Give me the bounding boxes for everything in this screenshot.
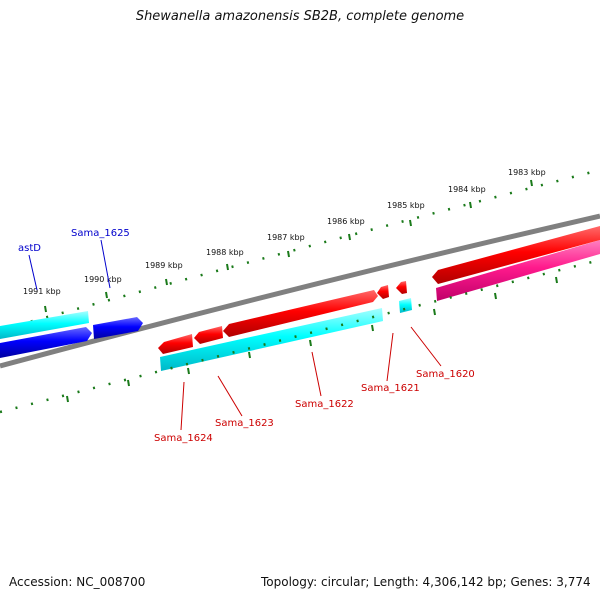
inner-ruler-major-ticks (66, 276, 558, 403)
leader-line (410, 326, 442, 367)
gene-label-Sama_1624[interactable]: Sama_1624 (154, 433, 213, 444)
position-label: 1987 kbp (267, 233, 305, 242)
major-tick (555, 276, 558, 284)
gene-label-Sama_1621[interactable]: Sama_1621 (361, 383, 420, 394)
outer-ruler-track (0, 168, 600, 332)
gene-arrow-Sama_1623[interactable] (194, 326, 223, 344)
gene-arrow-Sama_1625[interactable] (93, 317, 143, 339)
major-tick (309, 339, 312, 347)
gene-label-Sama_1620[interactable]: Sama_1620 (416, 369, 475, 380)
leader-line (311, 351, 322, 397)
gene-arrow-astD[interactable] (0, 327, 92, 358)
major-tick (66, 395, 69, 403)
genome-summary-text: Topology: circular; Length: 4,306,142 bp… (261, 575, 591, 589)
major-tick (287, 250, 290, 258)
position-label: 1990 kbp (84, 275, 122, 284)
gene-label-astD[interactable]: astD (18, 243, 41, 254)
gene-arrow-Sama_1622[interactable] (223, 290, 378, 337)
gene-label-Sama_1622[interactable]: Sama_1622 (295, 399, 354, 410)
gene-arrow-Sama_1620[interactable] (432, 226, 600, 284)
leader-line (100, 239, 111, 289)
accession-text: Accession: NC_008700 (9, 575, 146, 589)
leader-line (28, 254, 38, 291)
major-tick (127, 379, 130, 387)
position-label: 1991 kbp (23, 287, 61, 296)
outer-ruler-major-ticks (44, 179, 533, 313)
major-tick (226, 263, 229, 271)
major-tick (371, 324, 374, 332)
gene-label-Sama_1623[interactable]: Sama_1623 (215, 418, 274, 429)
major-tick (248, 351, 251, 359)
position-label: 1983 kbp (508, 168, 546, 177)
cds-track-segment (0, 311, 89, 339)
leader-line (386, 332, 394, 382)
gene-arrow-Sama_1621b[interactable] (396, 281, 407, 294)
cds-track-segment (399, 298, 412, 313)
position-label: 1986 kbp (327, 217, 365, 226)
position-label: 1984 kbp (448, 185, 486, 194)
leader-line (217, 375, 243, 417)
major-tick (348, 233, 351, 241)
major-tick (530, 179, 533, 187)
major-tick (494, 292, 497, 300)
leader-line (180, 381, 185, 431)
position-label: 1988 kbp (206, 248, 244, 257)
gene-label-Sama_1625[interactable]: Sama_1625 (71, 228, 130, 239)
gene-arrow-Sama_1624[interactable] (158, 334, 193, 354)
label-leader-lines (28, 239, 442, 431)
position-label: 1985 kbp (387, 201, 425, 210)
cds-track-segment (436, 240, 600, 301)
genome-backbone (0, 213, 600, 369)
major-tick (187, 367, 190, 375)
cds-track-segment (160, 308, 383, 371)
major-tick (44, 305, 47, 313)
major-tick (433, 308, 436, 316)
major-tick (469, 201, 472, 209)
position-label: 1989 kbp (145, 261, 183, 270)
major-tick (165, 278, 168, 286)
page-title: Shewanella amazonensis SB2B, complete ge… (135, 9, 465, 24)
major-tick (409, 219, 412, 227)
gene-arrow-Sama_1621[interactable] (377, 285, 389, 299)
major-tick (105, 291, 108, 299)
